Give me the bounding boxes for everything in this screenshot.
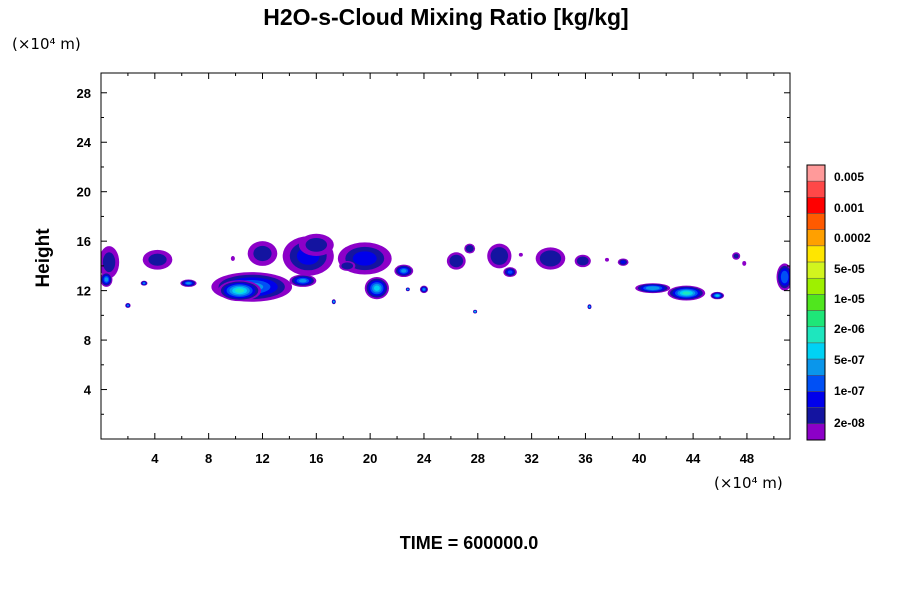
cloud-region-10-level-1 — [305, 238, 328, 252]
cloud-region-16-level-4 — [422, 288, 426, 291]
colorbar: 0.005 0.001 0.0002 5e-05 1e-05 2e-06 5e-07 1e-0… — [806, 164, 871, 441]
cloud-region-33-level-0 — [230, 255, 235, 261]
x-tick-label: 24 — [417, 451, 432, 466]
cloud-region-34-level-0 — [742, 260, 747, 266]
cloud-region-35-level-0 — [518, 252, 523, 257]
x-unit-label: (×10⁴ m) — [714, 474, 783, 492]
cloud-region-24-level-5 — [648, 286, 657, 290]
y-tick-label: 12 — [77, 284, 91, 299]
cloud-region-0-level-1 — [102, 252, 116, 273]
plot-frame — [100, 72, 791, 440]
cloud-region-18-level-2 — [467, 246, 473, 251]
y-axis: 4 8 12 16 20 24 28 — [77, 86, 790, 415]
cloud-region-5-level-4 — [127, 304, 129, 307]
time-label: TIME = 600000.0 — [400, 533, 539, 553]
colorbar-swatch — [806, 245, 826, 263]
cloud-field — [101, 233, 790, 314]
colorbar-label: 1e-07 — [834, 384, 865, 398]
y-tick-label: 4 — [84, 383, 92, 398]
cloud-region-30-level-5 — [407, 288, 409, 290]
cloud-region-4-level-4 — [186, 282, 191, 285]
colorbar-swatch — [806, 326, 826, 344]
y-tick-label: 16 — [77, 234, 91, 249]
colorbar-label: 0.0002 — [834, 231, 871, 245]
colorbar-label: 2e-06 — [834, 322, 865, 336]
y-tick-label: 28 — [77, 86, 91, 101]
cloud-region-2-level-1 — [148, 253, 167, 266]
colorbar-swatch — [806, 342, 826, 360]
colorbar-swatch — [806, 261, 826, 279]
colorbar-swatch — [806, 375, 826, 392]
colorbar-swatch — [806, 180, 826, 198]
cloud-region-8-level-1 — [253, 245, 272, 262]
cloud-region-1-level-4 — [104, 277, 109, 282]
x-tick-label: 8 — [205, 451, 212, 466]
cloud-region-19-level-2 — [493, 250, 505, 262]
cloud-region-27-level-1 — [733, 253, 739, 259]
colorbar-frame — [806, 164, 826, 441]
x-tick-label: 16 — [309, 451, 323, 466]
cloud-region-23-level-2 — [620, 260, 626, 264]
cloud-region-15-level-4 — [401, 269, 407, 273]
y-tick-label: 24 — [77, 135, 92, 150]
colorbar-label: 2e-08 — [834, 416, 865, 430]
cloud-region-31-level-6 — [474, 311, 476, 313]
y-tick-label: 20 — [77, 185, 91, 200]
cloud-region-32-level-5 — [589, 306, 590, 308]
cloud-region-13-level-4 — [299, 278, 307, 283]
y-tick-label: 8 — [84, 333, 91, 348]
colorbar-swatch — [806, 277, 826, 295]
x-tick-label: 40 — [632, 451, 646, 466]
x-tick-label: 28 — [471, 451, 485, 466]
colorbar-label: 0.005 — [834, 170, 864, 184]
colorbar-swatch — [806, 423, 826, 441]
x-tick-label: 4 — [151, 451, 159, 466]
x-tick-label: 48 — [740, 451, 754, 466]
colorbar-swatch — [806, 294, 826, 311]
x-axis: 4 8 12 16 20 24 28 32 36 40 44 48 — [127, 73, 775, 466]
y-unit-label: (×10⁴ m) — [12, 35, 81, 53]
x-tick-label: 36 — [578, 451, 592, 466]
cloud-region-22-level-2 — [579, 258, 587, 264]
cloud-region-29-level-5 — [333, 301, 335, 303]
colorbar-label: 1e-05 — [834, 292, 865, 306]
colorbar-label: 0.001 — [834, 201, 864, 215]
x-tick-label: 44 — [686, 451, 701, 466]
colorbar-label: 5e-05 — [834, 262, 865, 276]
x-tick-label: 32 — [524, 451, 538, 466]
cloud-region-28-level-4 — [782, 273, 787, 281]
x-tick-label: 20 — [363, 451, 377, 466]
cloud-region-14-level-2 — [343, 263, 351, 269]
cloud-region-11-level-2 — [352, 251, 377, 266]
cloud-region-17-level-2 — [452, 257, 461, 265]
cloud-region-36-level-0 — [604, 257, 610, 262]
colorbar-swatch — [806, 197, 826, 214]
colorbar-swatch — [806, 229, 826, 247]
chart-title: H2O-s-Cloud Mixing Ratio [kg/kg] — [263, 4, 628, 30]
cloud-region-20-level-3 — [507, 270, 513, 274]
colorbar-swatch — [806, 391, 826, 408]
x-tick-label: 12 — [255, 451, 269, 466]
cloud-region-21-level-2 — [543, 253, 558, 264]
colorbar-swatch — [806, 310, 826, 328]
cloud-region-7-level-6 — [235, 288, 245, 293]
colorbar-swatch — [806, 164, 826, 182]
colorbar-swatch — [806, 213, 826, 230]
y-axis-label: Height — [33, 228, 54, 288]
cloud-region-25-level-6 — [682, 291, 691, 295]
colorbar-swatch — [806, 407, 826, 425]
cloud-region-26-level-5 — [715, 294, 719, 297]
colorbar-label: 5e-07 — [834, 353, 865, 367]
cloud-region-3-level-4 — [143, 282, 146, 284]
cloud-region-12-level-5 — [373, 285, 380, 291]
colorbar-swatch — [806, 358, 826, 376]
